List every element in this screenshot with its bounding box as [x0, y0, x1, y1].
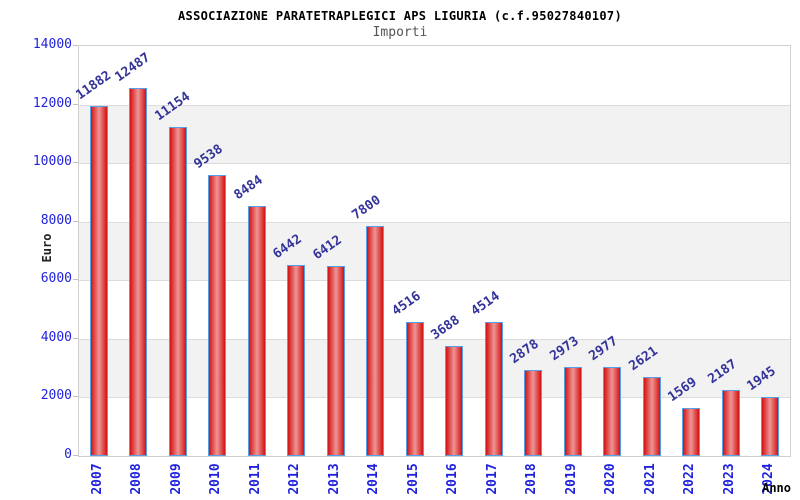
x-tick-label: 2021	[642, 463, 658, 495]
bar-2021	[642, 377, 661, 456]
plot-area: 11882 12487 11154 9538 8484 6442 6412 7800 4516 3…	[73, 45, 791, 457]
x-axis-title: Anno	[762, 481, 791, 495]
bar-2017	[484, 322, 503, 456]
bar-2012	[287, 265, 306, 456]
gridline	[79, 104, 790, 106]
x-tick-label: 2019	[563, 463, 579, 495]
gridline	[79, 163, 790, 165]
x-tick-label: 2012	[287, 463, 303, 495]
y-tick-mark	[73, 396, 78, 398]
chart-subtitle: Importi	[372, 25, 428, 40]
plot-band	[79, 397, 790, 456]
y-tick-label: 12000	[32, 95, 72, 111]
bar-2008	[129, 88, 148, 456]
bar-2014	[366, 226, 385, 456]
gridline	[79, 397, 790, 399]
plot-band	[79, 280, 790, 339]
plot-band	[79, 46, 790, 105]
bar-2019	[563, 367, 582, 456]
y-tick-mark	[73, 279, 78, 281]
gridline	[79, 280, 790, 282]
plot-band	[79, 104, 790, 164]
bar-2013	[326, 266, 345, 456]
x-tick-label: 2017	[484, 463, 500, 495]
x-tick-label: 2020	[603, 463, 619, 495]
bar-2015	[405, 322, 424, 456]
y-tick-label: 6000	[40, 271, 72, 287]
x-tick-label: 2014	[366, 463, 382, 495]
y-axis-title: Euro	[40, 233, 54, 263]
x-tick-label: 2018	[524, 463, 540, 495]
y-tick-label: 10000	[32, 154, 72, 170]
y-tick-label: 0	[64, 447, 72, 462]
x-tick-label: 2007	[89, 463, 105, 495]
bar-2009	[168, 127, 187, 456]
y-tick-label: 4000	[40, 329, 72, 345]
y-tick-label: 2000	[40, 388, 72, 404]
gridline	[79, 338, 790, 340]
bar-2024	[761, 397, 780, 456]
x-tick-label: 2016	[445, 463, 461, 495]
y-tick-label: 14000	[32, 37, 72, 52]
plot-band	[79, 221, 790, 281]
bar-2011	[247, 206, 266, 456]
bar-2010	[208, 175, 227, 456]
chart-title: ASSOCIAZIONE PARATETRAPLEGICI APS LIGURI…	[178, 9, 622, 23]
y-tick-mark	[73, 337, 78, 339]
x-tick-label: 2008	[129, 463, 145, 495]
bar-2022	[682, 408, 701, 456]
plot-band	[79, 163, 790, 222]
y-tick-mark	[73, 220, 78, 222]
gridline	[79, 221, 790, 223]
bar-2007	[89, 106, 108, 456]
y-tick-mark	[73, 455, 78, 456]
x-tick-label: 2015	[405, 463, 421, 495]
x-tick-label: 2023	[721, 463, 737, 495]
y-tick-mark	[73, 162, 78, 164]
bar-2018	[524, 370, 543, 456]
bar-2023	[721, 390, 740, 456]
plot-band	[79, 338, 790, 398]
y-tick-mark	[73, 45, 78, 46]
bar-2020	[603, 367, 622, 456]
x-tick-label: 2010	[208, 463, 224, 495]
y-tick-label: 8000	[40, 212, 72, 228]
x-tick-label: 2022	[682, 463, 698, 495]
x-tick-label: 2011	[247, 463, 263, 495]
x-tick-label: 2013	[326, 463, 342, 495]
x-tick-label: 2009	[168, 463, 184, 495]
y-tick-mark	[73, 103, 78, 105]
bar-2016	[445, 346, 464, 456]
